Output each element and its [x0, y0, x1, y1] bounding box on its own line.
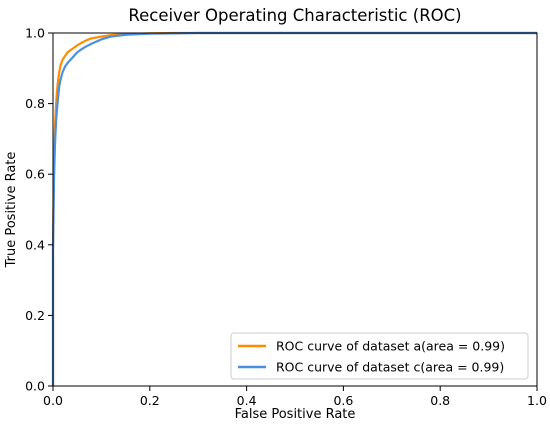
legend-label-series-c: ROC curve of dataset c(area = 0.99) [276, 360, 504, 375]
y-tick-label: 0.0 [25, 379, 45, 394]
y-tick-label: 0.6 [25, 167, 45, 182]
x-axis-ticks: 0.0 0.2 0.4 0.6 0.8 1.0 [43, 386, 547, 408]
legend: ROC curve of dataset a(area = 0.99) ROC … [230, 332, 529, 380]
legend-box [230, 332, 529, 380]
chart-title: Receiver Operating Characteristic (ROC) [128, 6, 461, 25]
x-tick-label: 0.4 [237, 393, 257, 408]
y-tick-label: 0.4 [25, 237, 45, 252]
plot-area [51, 31, 538, 387]
x-tick-label: 1.0 [527, 393, 547, 408]
x-tick-label: 0.0 [43, 393, 63, 408]
y-tick-label: 0.2 [25, 308, 45, 323]
legend-label-series-a: ROC curve of dataset a(area = 0.99) [276, 339, 505, 354]
x-tick-label: 0.6 [333, 393, 353, 408]
y-tick-label: 1.0 [25, 26, 45, 41]
plot-frame [52, 32, 538, 387]
x-axis-label: False Positive Rate [235, 407, 356, 422]
x-tick-label: 0.2 [140, 393, 160, 408]
y-axis-label: True Positive Rate [4, 152, 19, 269]
y-axis-ticks: 0.0 0.2 0.4 0.6 0.8 1.0 [25, 26, 53, 394]
x-tick-label: 0.8 [430, 393, 450, 408]
y-tick-label: 0.8 [25, 96, 45, 111]
